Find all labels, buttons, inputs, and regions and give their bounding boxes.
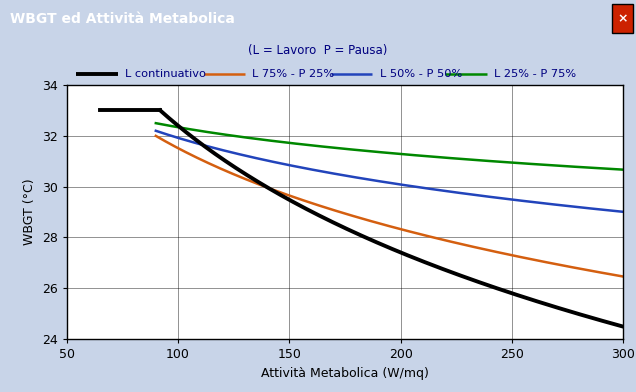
Text: L 75% - P 25%: L 75% - P 25% xyxy=(252,69,335,79)
Text: WBGT ed Attività Metabolica: WBGT ed Attività Metabolica xyxy=(10,13,235,26)
Y-axis label: WBGT (°C): WBGT (°C) xyxy=(24,179,36,245)
Text: (L = Lavoro  P = Pausa): (L = Lavoro P = Pausa) xyxy=(248,44,388,57)
Text: ×: × xyxy=(618,12,628,25)
Text: L 50% - P 50%: L 50% - P 50% xyxy=(380,69,462,79)
FancyBboxPatch shape xyxy=(612,4,633,33)
X-axis label: Attività Metabolica (W/mq): Attività Metabolica (W/mq) xyxy=(261,367,429,380)
Text: L continuativo: L continuativo xyxy=(125,69,206,79)
Text: L 25% - P 75%: L 25% - P 75% xyxy=(494,69,576,79)
